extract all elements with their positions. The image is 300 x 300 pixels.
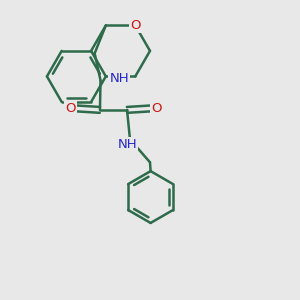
Text: O: O (65, 102, 76, 115)
Text: O: O (151, 102, 162, 115)
Text: NH: NH (118, 138, 137, 151)
Text: NH: NH (110, 73, 129, 85)
Text: O: O (130, 19, 140, 32)
